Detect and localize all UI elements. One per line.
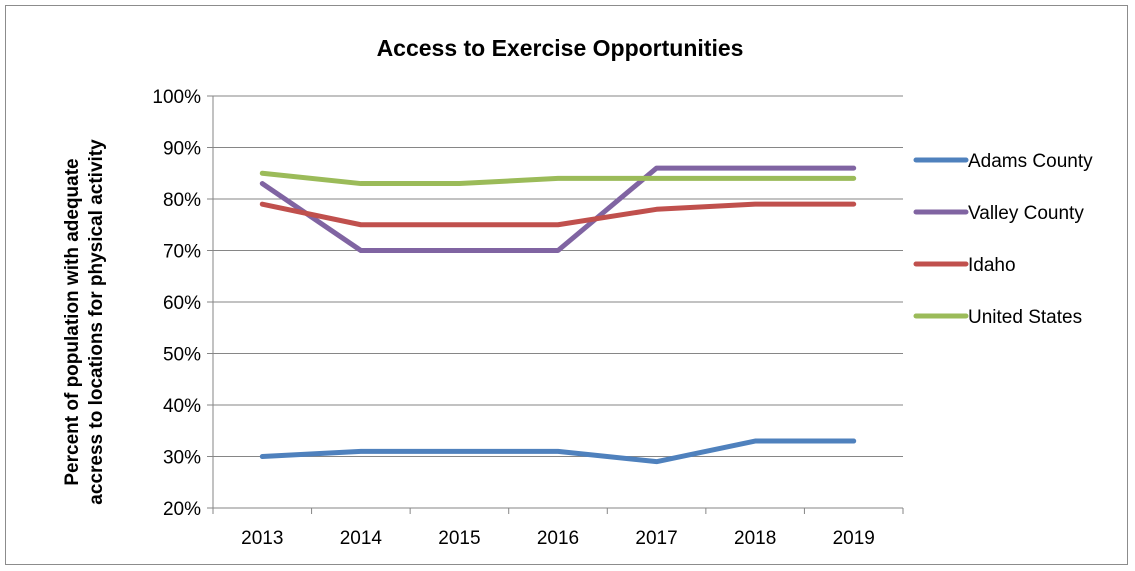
legend-label: Idaho <box>968 255 1016 276</box>
x-tick-label: 2017 <box>635 528 677 549</box>
y-axis-title-line-2: accress to locations for physical activi… <box>86 139 107 505</box>
chart-title: Access to Exercise Opportunities <box>377 35 744 61</box>
y-tick-label: 90% <box>163 139 201 160</box>
series-line <box>259 170 857 187</box>
axes <box>207 95 904 514</box>
y-tick-label: 80% <box>163 190 201 211</box>
legend: Adams County Valley County Idaho United Sta… <box>913 151 1093 328</box>
legend-label: Adams County <box>968 151 1093 172</box>
y-tick-label: 40% <box>163 396 201 417</box>
y-tick-label: 50% <box>163 345 201 366</box>
gridlines <box>213 95 903 457</box>
y-tick-label: 70% <box>163 242 201 263</box>
x-tick-label: 2016 <box>537 528 579 549</box>
series-line <box>259 201 857 228</box>
x-tick-label: 2015 <box>438 528 480 549</box>
x-tick-label: 2019 <box>833 528 875 549</box>
series-line <box>259 438 857 465</box>
x-tick-labels: 2013 2014 2015 2016 2017 2018 2019 <box>241 528 875 549</box>
y-tick-label: 60% <box>163 293 201 314</box>
series-line <box>259 165 857 253</box>
y-axis-title: Percent of population with adequate accr… <box>62 139 107 505</box>
y-tick-label: 30% <box>163 448 201 469</box>
legend-label: Valley County <box>968 203 1084 224</box>
x-tick-label: 2018 <box>734 528 776 549</box>
x-tick-label: 2014 <box>340 528 383 549</box>
chart-frame <box>5 5 1128 565</box>
x-tick-label: 2013 <box>241 528 283 549</box>
legend-label: United States <box>968 307 1082 328</box>
y-axis-title-line-1: Percent of population with adequate <box>62 158 83 485</box>
series-lines <box>259 165 857 465</box>
y-tick-labels: 20% 30% 40% 50% 60% 70% 80% 90% 100% <box>152 87 201 520</box>
y-tick-label: 20% <box>163 499 201 520</box>
y-tick-label: 100% <box>152 87 201 108</box>
